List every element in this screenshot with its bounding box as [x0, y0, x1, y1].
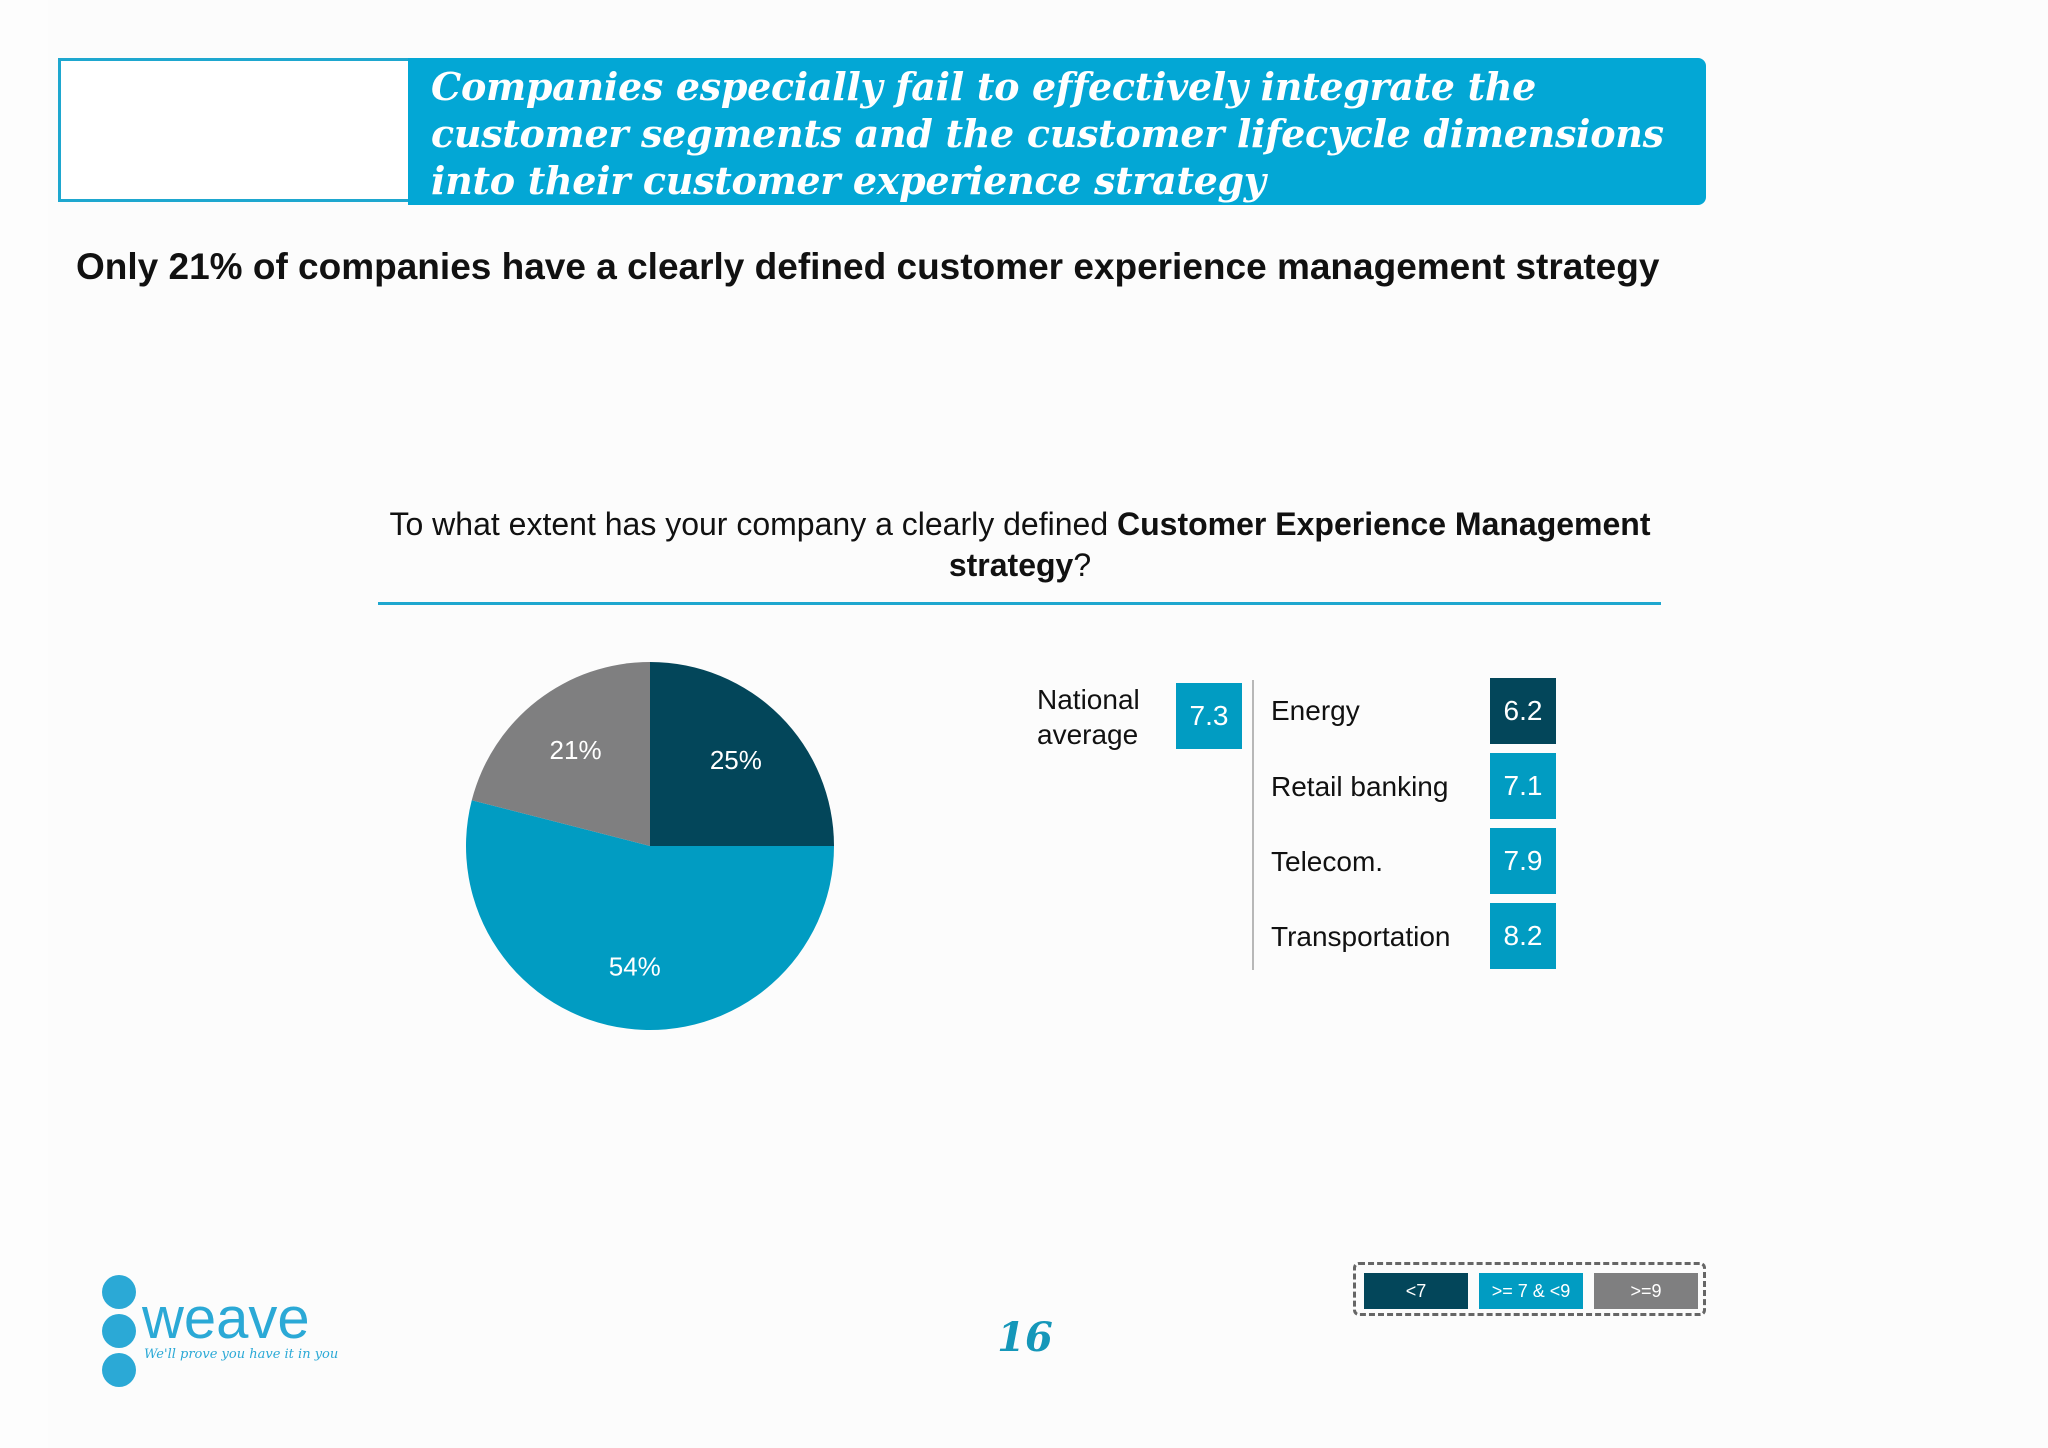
- logo-tagline: We'll prove you have it in you: [144, 1347, 338, 1362]
- sector-score-transportation: 8.2: [1490, 903, 1556, 969]
- national-average-score: 7.3: [1176, 683, 1242, 749]
- national-average-label-line2: average: [1037, 719, 1139, 750]
- national-average-label: National average: [1037, 682, 1140, 752]
- score-divider: [1252, 680, 1254, 970]
- legend-item-low: <7: [1364, 1273, 1468, 1309]
- pie-slice-2: [471, 662, 650, 846]
- sector-label-energy: Energy: [1271, 695, 1360, 726]
- slide-background: [48, 0, 2048, 1448]
- pie-label-0: 25%: [710, 745, 762, 775]
- sector-label-telecom: Telecom.: [1271, 846, 1384, 877]
- weave-logo: weave We'll prove you have it in you: [102, 1275, 338, 1387]
- pie-slice-1: [466, 800, 834, 1030]
- pie-chart: 25% 54% 21%: [466, 662, 834, 1030]
- survey-question: To what extent has your company a clearl…: [380, 504, 1660, 586]
- sector-score-energy: 6.2: [1490, 678, 1556, 744]
- header-banner-text: Companies especially fail to effectively…: [431, 64, 1664, 203]
- score-legend: <7 >= 7 & <9 >=9: [1353, 1262, 1706, 1316]
- legend-item-high: >=9: [1594, 1273, 1698, 1309]
- question-text-part2: ?: [1073, 547, 1092, 583]
- national-average-label-line1: National: [1037, 684, 1140, 715]
- pie-label-1: 54%: [609, 951, 661, 981]
- sector-label-transportation: Transportation: [1271, 921, 1451, 952]
- sector-score-retail-banking: 7.1: [1490, 753, 1556, 819]
- page-number: 16: [997, 1314, 1053, 1361]
- question-text-bold: Customer Experience Management strategy: [948, 506, 1651, 583]
- question-text-part1: To what extent has your company a clearl…: [389, 506, 1117, 542]
- logo-wordmark: weave: [141, 1286, 310, 1351]
- question-underline: [378, 602, 1661, 605]
- pie-slice-0: [650, 662, 834, 846]
- header-banner: Companies especially fail to effectively…: [408, 58, 1706, 205]
- header-banner-blank: [58, 58, 408, 202]
- sector-label-retail-banking: Retail banking: [1271, 771, 1449, 802]
- sector-score-telecom: 7.9: [1490, 828, 1556, 894]
- pie-label-2: 21%: [550, 735, 602, 765]
- legend-item-mid: >= 7 & <9: [1479, 1273, 1583, 1309]
- slide-headline: Only 21% of companies have a clearly def…: [76, 246, 1660, 287]
